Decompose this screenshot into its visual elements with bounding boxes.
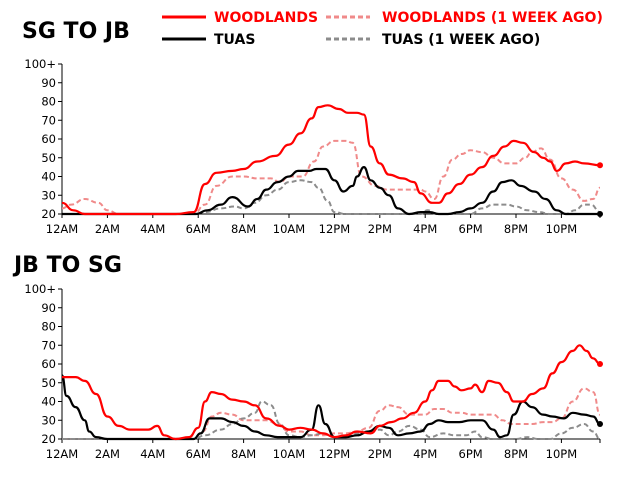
x-tick-label: 2PM: [368, 222, 392, 236]
x-tick-label: 10PM: [546, 447, 578, 461]
series-line-tuas: [62, 166, 600, 216]
legend-label: WOODLANDS (1 WEEK AGO): [382, 10, 603, 26]
x-tick-label: 2AM: [95, 222, 120, 236]
x-tick-label: 4AM: [140, 447, 165, 461]
series-line-woodlands-week-ago: [61, 139, 601, 215]
series-end-point: [597, 162, 603, 169]
x-tick-label: 12AM: [46, 222, 78, 236]
y-tick-label: 100+: [24, 282, 56, 296]
y-tick-label: 50: [41, 376, 56, 390]
y-tick-label: 20: [41, 432, 56, 446]
legend-label: WOODLANDS: [214, 10, 318, 26]
y-tick-label: 100+: [24, 57, 56, 71]
y-tick-label: 90: [41, 301, 56, 315]
series-line-woodlands: [61, 104, 601, 216]
x-tick-label: 4AM: [140, 222, 165, 236]
x-tick-label: 8AM: [231, 447, 256, 461]
chart-title: JB TO SG: [12, 253, 122, 278]
series-end-point: [597, 421, 603, 427]
y-tick-label: 30: [41, 413, 56, 427]
series-end-point: [597, 361, 603, 367]
y-tick-label: 20: [41, 207, 56, 221]
y-tick-label: 90: [41, 76, 56, 90]
x-tick-label: 10AM: [273, 447, 305, 461]
legend-label: TUAS (1 WEEK AGO): [382, 32, 540, 48]
chart-title: SG TO JB: [22, 19, 130, 44]
y-tick-label: 50: [41, 151, 56, 165]
y-tick-label: 40: [41, 170, 56, 184]
y-tick-label: 80: [41, 320, 56, 334]
y-tick-label: 30: [41, 188, 56, 202]
series-end-point: [597, 211, 603, 217]
y-tick-label: 70: [41, 338, 56, 352]
legend: WOODLANDS WOODLANDS (1 WEEK AGO) TUAS TUAS …: [162, 10, 603, 48]
x-tick-label: 2PM: [368, 447, 392, 461]
x-tick-label: 8AM: [231, 222, 256, 236]
x-tick-label: 12AM: [46, 447, 78, 461]
chart-jb-to-sg: JB TO SG 20 30 40 50 60 70 80 90 100+ 12AM 2AM 4AM 6A…: [12, 253, 603, 461]
x-tick-label: 4PM: [413, 222, 437, 236]
chart-sg-to-jb: SG TO JB 20 30 40 50 60 70 80 90 100+ 12AM 2AM 4AM 6A…: [22, 19, 603, 236]
series-line-woodlands-week-ago: [62, 387, 601, 440]
x-tick-label: 10AM: [273, 222, 305, 236]
series-line-woodlands: [62, 344, 601, 441]
y-tick-label: 60: [41, 132, 56, 146]
series-line-tuas-week-ago: [62, 400, 601, 440]
x-tick-label: 10PM: [546, 222, 578, 236]
x-tick-label: 12PM: [319, 222, 351, 236]
x-tick-label: 12PM: [319, 447, 351, 461]
x-tick-label: 6PM: [459, 447, 483, 461]
x-tick-label: 6AM: [186, 222, 211, 236]
legend-label: TUAS: [214, 32, 255, 48]
x-tick-label: 6PM: [459, 222, 483, 236]
x-tick-label: 2AM: [95, 447, 120, 461]
y-tick-label: 40: [41, 395, 56, 409]
y-tick-label: 60: [41, 357, 56, 371]
y-tick-label: 80: [41, 95, 56, 109]
x-tick-label: 6AM: [186, 447, 211, 461]
x-tick-label: 8PM: [504, 447, 528, 461]
x-tick-label: 4PM: [413, 447, 437, 461]
x-tick-label: 8PM: [504, 222, 528, 236]
y-tick-label: 70: [41, 113, 56, 127]
